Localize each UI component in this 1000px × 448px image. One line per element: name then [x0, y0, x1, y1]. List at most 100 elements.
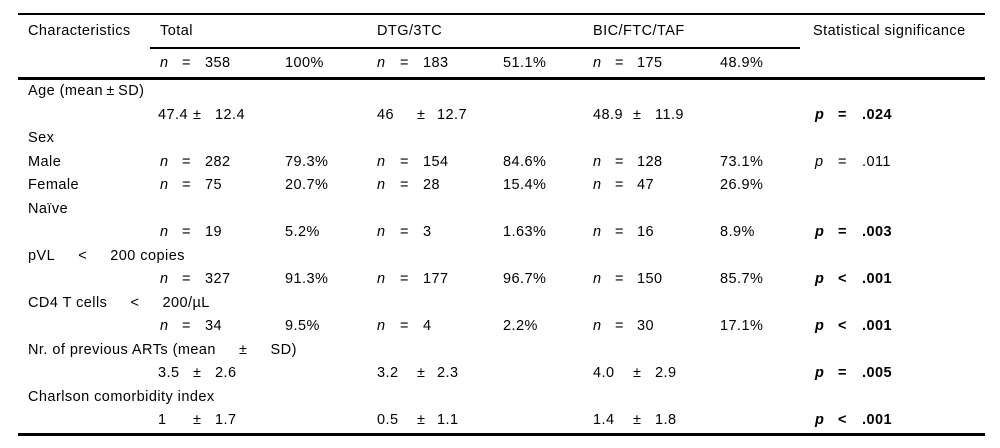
dtg-percent: 51.1% [503, 55, 547, 71]
n-symbol: n [593, 153, 602, 170]
p-operator: = [838, 153, 847, 170]
spacer [18, 104, 158, 128]
dtg-percent: 96.7% [503, 271, 547, 287]
row-label: CD4 T cells < 200/µL [28, 294, 210, 311]
plus-minus: ± [193, 412, 202, 428]
spacer [285, 104, 377, 128]
row-label: Sex [28, 130, 55, 146]
bic-mean: 4.0 [593, 365, 615, 381]
spacer [285, 362, 377, 386]
table-row: Nr. of previous ARTs (mean ± SD) [18, 339, 985, 363]
dtg-percent: 15.4% [503, 177, 547, 193]
row-label: Nr. of previous ARTs (mean ± SD) [28, 341, 297, 358]
spacer [503, 409, 593, 433]
equals-sign: = [400, 224, 409, 240]
plus-minus: ± [633, 365, 642, 381]
spacer [18, 49, 160, 77]
dtg-count: 183 [423, 55, 449, 71]
table-row: 1 ± 1.7 0.5 ± 1.1 1.4 ± 1.8 p < .001 [18, 409, 985, 433]
table-row: Age (mean ± SD) [18, 80, 985, 104]
dtg-sd: 2.3 [437, 365, 459, 381]
row-label: pVL < 200 copies [28, 247, 185, 264]
row-label [18, 315, 160, 339]
table-row: n = 327 91.3% n = 177 96.7% n = 150 85.7… [18, 268, 985, 292]
equals-sign: = [182, 55, 191, 71]
plus-minus: ± [193, 106, 202, 123]
dtg-sd: 12.7 [437, 106, 468, 123]
dtg-percent: 84.6% [503, 153, 547, 170]
p-symbol: p [815, 271, 825, 287]
total-percent: 5.2% [285, 224, 320, 240]
table-row: Charlson comorbidity index [18, 386, 985, 410]
bic-count: 175 [637, 55, 663, 71]
total-sd: 2.6 [215, 365, 237, 381]
table-row: Sex [18, 127, 985, 151]
n-symbol: n [593, 224, 602, 240]
equals-sign: = [615, 224, 624, 240]
dtg-sd: 1.1 [437, 412, 459, 428]
n-symbol: n [160, 318, 169, 334]
p-operator: < [838, 318, 847, 334]
p-symbol: p [815, 365, 825, 381]
p-value: .005 [862, 365, 893, 381]
total-count: 34 [205, 318, 223, 334]
spacer [720, 362, 815, 386]
bic-percent: 85.7% [720, 271, 764, 287]
dtg-percent: 2.2% [503, 318, 538, 334]
p-operator: = [838, 365, 847, 381]
p-operator: = [838, 224, 847, 240]
p-value: .001 [862, 412, 893, 428]
bic-mean: 48.9 [593, 106, 624, 123]
spacer [18, 409, 158, 433]
bic-count: 150 [637, 271, 663, 287]
dtg-count: 177 [423, 271, 449, 287]
p-symbol: p [815, 106, 825, 123]
total-mean: 3.5 [158, 365, 180, 381]
n-symbol: n [377, 153, 386, 170]
equals-sign: = [615, 177, 624, 193]
total-percent: 79.3% [285, 153, 329, 170]
total-percent: 9.5% [285, 318, 320, 334]
equals-sign: = [615, 55, 624, 71]
plus-minus: ± [193, 365, 202, 381]
p-symbol: p [815, 318, 825, 334]
table-rule-header-bottom [18, 77, 985, 80]
dtg-count: 154 [423, 153, 449, 170]
group-header-underline [150, 47, 800, 49]
row-label: Charlson comorbidity index [28, 388, 215, 405]
p-symbol: p [815, 153, 824, 170]
column-header-total: Total [160, 23, 193, 39]
n-symbol: n [593, 271, 602, 287]
equals-sign: = [615, 153, 624, 170]
dtg-mean: 0.5 [377, 412, 399, 428]
bic-sd: 11.9 [655, 106, 684, 123]
equals-sign: = [182, 318, 191, 334]
n-symbol: n [160, 153, 169, 170]
equals-sign: = [182, 177, 191, 193]
p-operator: < [838, 412, 847, 428]
table-subheader-row: n = 358 100% n = 183 51.1% n = 175 48.9% [18, 49, 985, 77]
table-rule-top [18, 13, 985, 15]
column-header-characteristics: Characteristics [28, 23, 131, 39]
p-symbol: p [815, 224, 825, 240]
n-symbol: n [160, 271, 169, 287]
table-row: Male n = 282 79.3% n = 154 84.6% n = 128… [18, 151, 985, 175]
n-symbol: n [377, 55, 386, 71]
spacer [720, 104, 815, 128]
p-value: .001 [862, 318, 893, 334]
bic-percent: 8.9% [720, 224, 755, 240]
n-symbol: n [377, 177, 386, 193]
total-count: 19 [205, 224, 223, 240]
table-row: Naïve [18, 198, 985, 222]
n-symbol: n [377, 271, 386, 287]
equals-sign: = [182, 224, 191, 240]
dtg-mean: 46 [377, 106, 395, 123]
equals-sign: = [615, 271, 624, 287]
table-row: 3.5 ± 2.6 3.2 ± 2.3 4.0 ± 2.9 p = .005 [18, 362, 985, 386]
spacer [720, 409, 815, 433]
spacer [503, 104, 593, 128]
total-sd: 12.4 [215, 106, 246, 123]
p-value: .011 [862, 153, 891, 170]
table-header-row: Characteristics Total DTG/3TC BIC/FTC/TA… [18, 15, 985, 47]
column-header-statistical-significance: Statistical significance [813, 23, 966, 39]
